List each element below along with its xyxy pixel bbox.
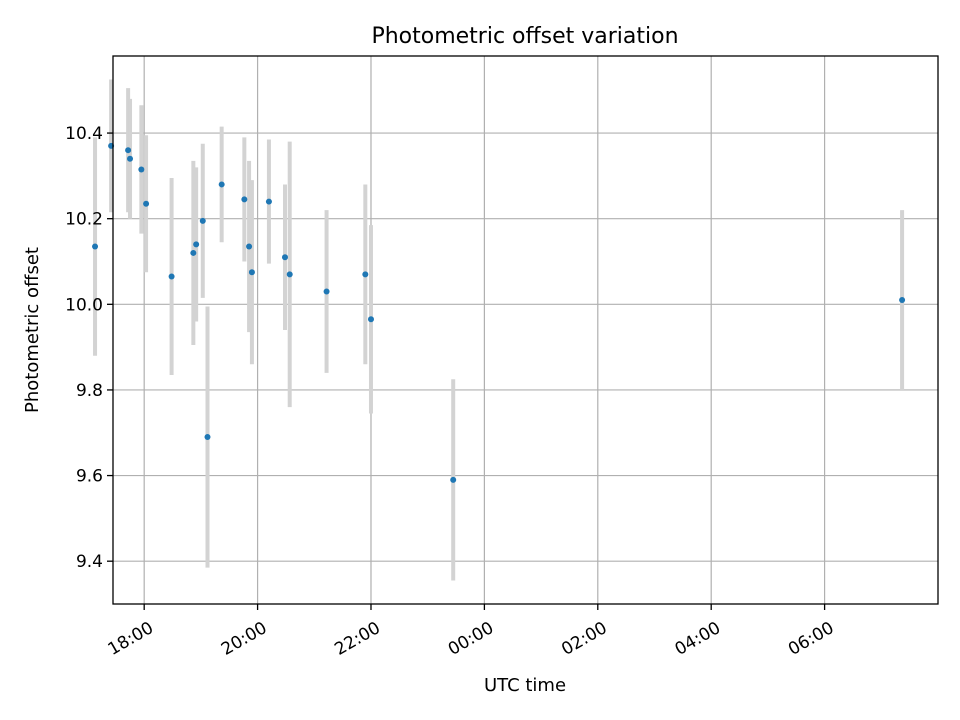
y-tick-label: 10.2 [65,210,103,230]
y-tick-label: 9.8 [76,381,103,401]
data-point [286,271,293,278]
data-points [92,142,906,483]
data-point [143,200,150,207]
x-tick-label: 06:00 [785,618,837,660]
x-tick-label: 20:00 [218,618,270,660]
y-tick-label: 10.4 [65,124,103,144]
data-point [362,271,369,278]
data-point [138,166,145,173]
x-axis-label: UTC time [484,675,566,696]
data-point [125,147,132,154]
data-point [204,434,211,441]
data-point [127,155,134,162]
data-point [248,269,255,276]
data-point [199,217,206,224]
data-point [281,254,288,261]
data-point [323,288,330,295]
chart-title: Photometric offset variation [371,24,678,49]
y-tick-label: 9.6 [76,467,103,487]
x-tick-label: 04:00 [672,618,724,660]
x-tick-label: 22:00 [331,618,383,660]
x-tick-label: 18:00 [105,618,157,660]
grid-lines [113,56,938,604]
data-point [899,297,906,304]
data-point [265,198,272,205]
data-point [218,181,225,188]
y-axis-label: Photometric offset [22,247,43,413]
y-tick-label: 10.0 [65,295,103,315]
data-point [367,316,374,323]
data-point [241,196,248,203]
error-bars [93,79,905,581]
x-tick-label: 00:00 [445,618,497,660]
y-tick-label: 9.4 [76,552,103,572]
data-point [168,273,175,280]
x-tick-label: 02:00 [558,618,610,660]
plot-frame [112,55,939,605]
data-point [92,243,99,250]
data-point [246,243,253,250]
data-point [193,241,200,248]
data-point [450,476,457,483]
data-point [190,249,197,256]
